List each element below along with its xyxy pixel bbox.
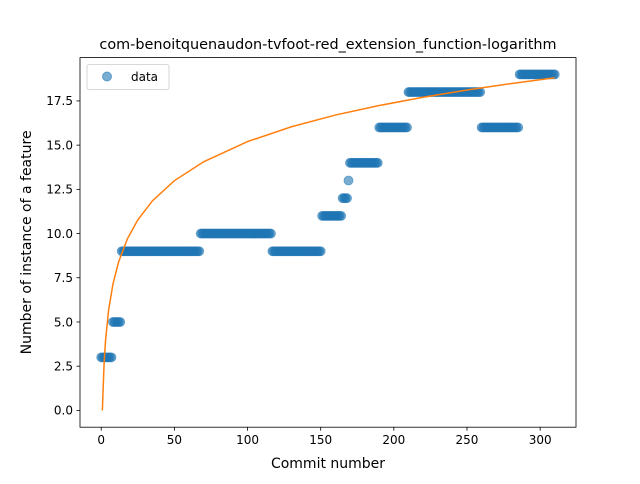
x-tick-label: 300 [529, 433, 552, 447]
y-tick-label: 17.5 [46, 94, 73, 108]
x-tick-label: 0 [97, 433, 105, 447]
y-tick-label: 15.0 [46, 138, 73, 152]
y-tick-label: 7.5 [54, 271, 73, 285]
legend-label-data: data [131, 70, 158, 84]
data-point [372, 157, 383, 168]
data-point [106, 352, 117, 363]
data-point [343, 175, 354, 186]
y-axis-label: Number of instance of a feature [19, 130, 35, 354]
x-tick-label: 250 [456, 433, 479, 447]
plot-frame [79, 57, 577, 428]
y-tick-label: 0.0 [54, 404, 73, 418]
x-axis-label: Commit number [271, 456, 385, 472]
legend-box [86, 64, 170, 90]
ticks-layer: 0 50 100 150 200 250 300 0.0 2.5 5.0 7.5 10.0 12.5 15… [46, 94, 551, 447]
y-tick-label: 2.5 [54, 359, 73, 373]
fit-line [101, 77, 555, 411]
legend: data [86, 64, 170, 90]
y-tick-label: 12.5 [46, 183, 73, 197]
data-point [115, 317, 126, 327]
data-point [513, 122, 524, 133]
data-point [315, 246, 326, 257]
x-tick-label: 150 [309, 433, 332, 447]
data-point [194, 246, 205, 257]
plot-area [80, 57, 576, 428]
x-tick-label: 50 [167, 433, 182, 447]
data-point [336, 210, 347, 221]
data-point [402, 122, 412, 133]
chart-title: com-benoitquenaudon-tvfoot-red_extension… [99, 37, 556, 53]
y-tick-label: 5.0 [54, 315, 73, 329]
legend-marker-data [102, 71, 112, 82]
x-tick-label: 100 [236, 433, 259, 447]
data-point [549, 69, 560, 80]
y-tick-label: 10.0 [46, 227, 73, 241]
series-layer [96, 69, 560, 411]
data-point [342, 193, 352, 204]
data-point [266, 228, 276, 239]
x-tick-label: 200 [382, 433, 405, 447]
